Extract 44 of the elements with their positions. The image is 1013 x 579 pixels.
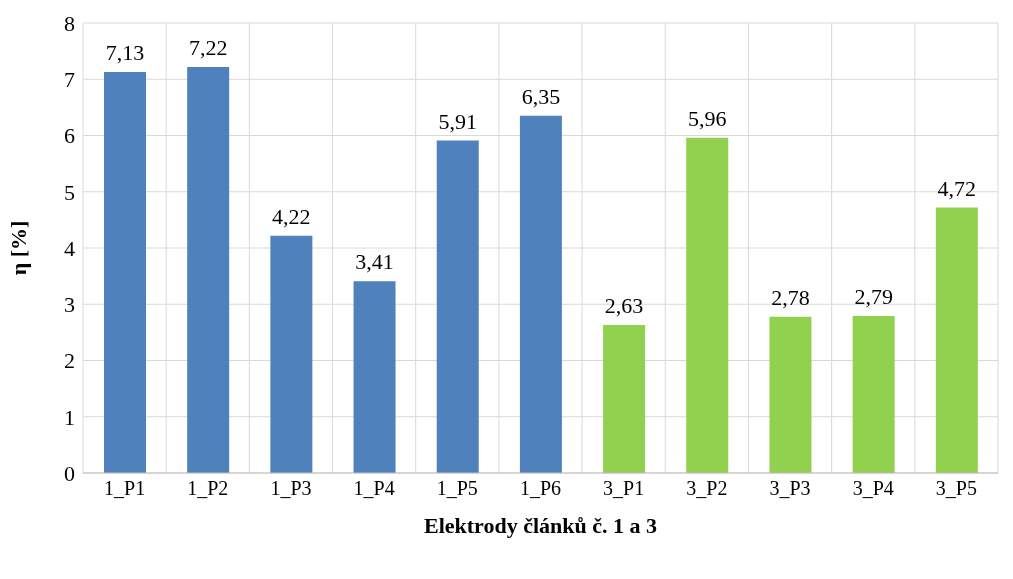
y-tick-label: 0 (64, 460, 75, 486)
y-tick-label: 1 (64, 404, 75, 430)
x-tick-label: 1_P5 (436, 477, 478, 500)
x-tick-label: 3_P5 (935, 477, 977, 500)
data-label: 3,41 (355, 249, 394, 275)
y-tick-label: 6 (64, 123, 75, 149)
bar (104, 71, 146, 473)
data-label: 7,22 (188, 34, 228, 60)
bar (270, 235, 313, 473)
bar (852, 316, 895, 473)
bar (769, 316, 812, 473)
y-tick-label: 4 (64, 235, 75, 261)
bar (686, 137, 729, 473)
x-tick-label: 3_P2 (686, 477, 728, 500)
bar (519, 115, 562, 473)
x-axis-title: Elektrody článků č. 1 a 3 (423, 513, 658, 538)
y-tick-label: 3 (64, 292, 75, 318)
x-tick-label: 3_P1 (603, 477, 645, 500)
data-label: 5,91 (438, 108, 477, 134)
x-tick-label: 1_P2 (187, 477, 229, 500)
data-label: 4,72 (937, 175, 977, 201)
y-tick-label: 7 (64, 67, 75, 93)
data-label: 4,22 (272, 203, 311, 229)
bar (353, 281, 396, 473)
bar (603, 325, 646, 473)
bar (187, 66, 230, 473)
data-label: 7,13 (105, 39, 145, 65)
x-tick-label: 1_P3 (270, 477, 312, 500)
x-tick-label: 1_P1 (104, 477, 146, 500)
y-tick-label: 5 (64, 179, 75, 205)
data-label: 5,96 (688, 105, 727, 131)
data-label: 2,78 (771, 284, 810, 310)
x-tick-label: 3_P3 (769, 477, 811, 500)
data-label: 2,63 (604, 293, 644, 319)
x-tick-label: 3_P4 (852, 477, 894, 500)
y-tick-label: 8 (64, 10, 75, 36)
data-label: 2,79 (854, 284, 893, 310)
y-tick-label: 2 (64, 348, 75, 374)
bar (935, 207, 978, 473)
y-axis-title: η [%] (5, 220, 31, 276)
x-tick-label: 1_P4 (353, 477, 395, 500)
x-tick-label: 1_P6 (519, 477, 562, 500)
bar (436, 140, 479, 473)
data-label: 6,35 (521, 83, 561, 109)
